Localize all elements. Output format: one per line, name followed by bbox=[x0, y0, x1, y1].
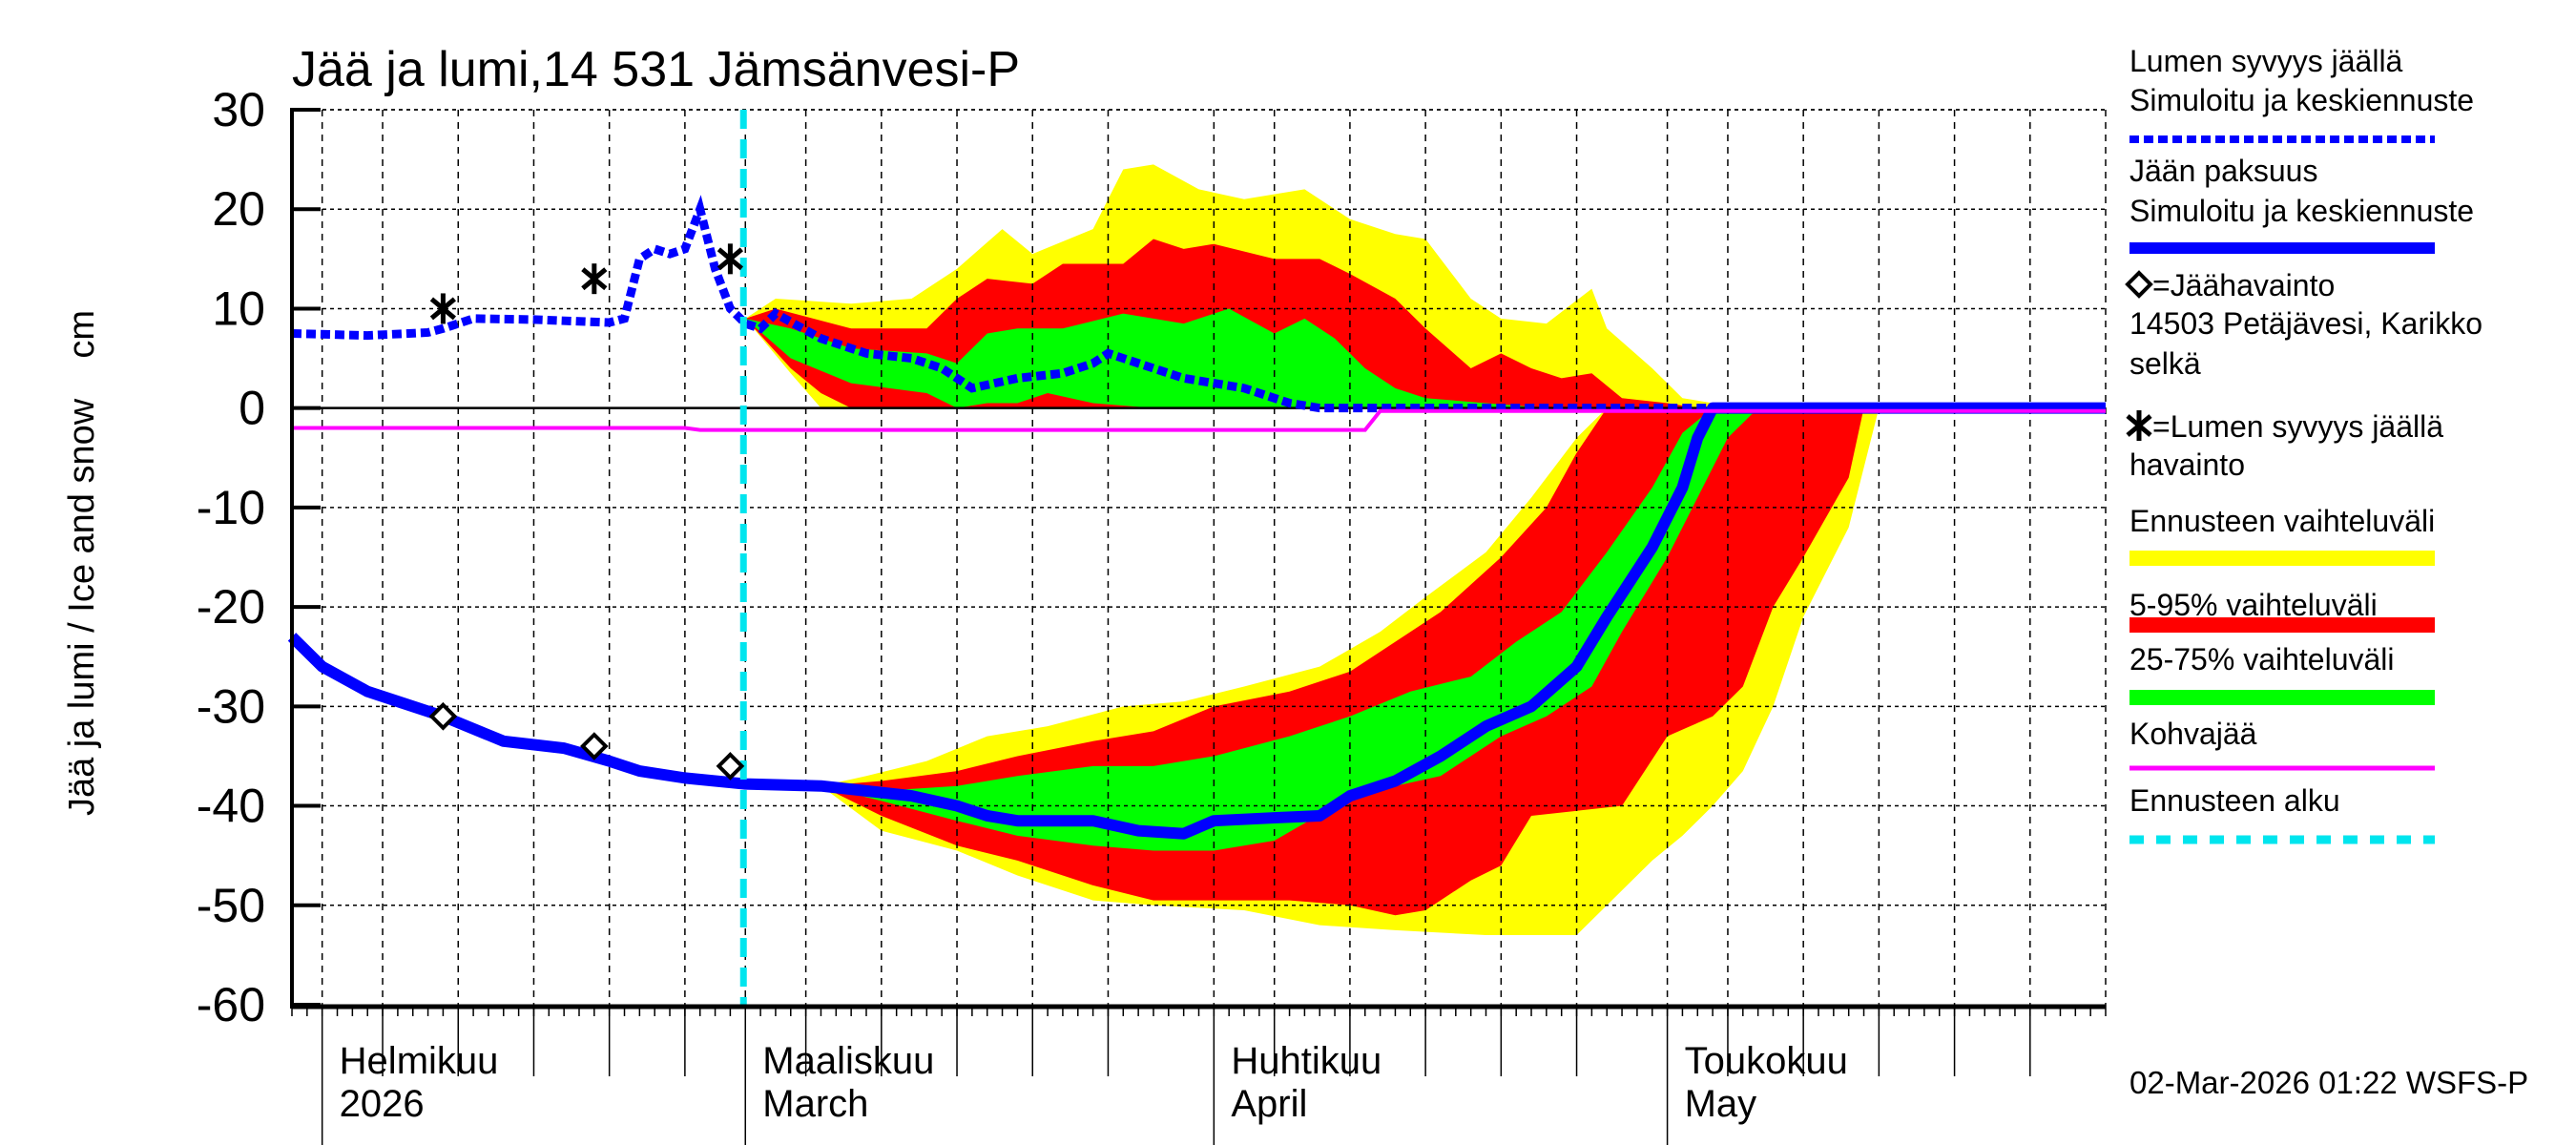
month-label: Helmikuu bbox=[340, 1040, 499, 1082]
legend-star-icon bbox=[2126, 410, 2152, 441]
y-tick-label: -10 bbox=[197, 481, 265, 534]
y-tick-label: 30 bbox=[212, 83, 265, 136]
legend-diamond-icon bbox=[2125, 270, 2153, 299]
y-tick-label: -40 bbox=[197, 780, 265, 833]
legend-item-range-full: Ennusteen vaihteluväli bbox=[2129, 504, 2435, 566]
legend-label: Ennusteen vaihteluväli bbox=[2129, 504, 2435, 538]
y-tick-label: -30 bbox=[197, 679, 265, 733]
month-label: Maaliskuu bbox=[762, 1040, 934, 1082]
kohvajaa-line bbox=[292, 408, 2106, 432]
y-tick-label: 20 bbox=[212, 182, 265, 236]
legend: Lumen syvyys jäällä Simuloitu ja keskienn… bbox=[2125, 44, 2483, 844]
legend-item-ice: Jään paksuus Simuloitu ja keskiennuste bbox=[2129, 154, 2474, 254]
legend-label: selkä bbox=[2129, 346, 2201, 381]
legend-item-range-5_95: 5-95% vaihteluväli bbox=[2129, 588, 2435, 633]
legend-swatch bbox=[2129, 690, 2435, 705]
series-lines bbox=[287, 110, 2106, 1005]
month-sublabel: 2026 bbox=[340, 1083, 425, 1125]
legend-swatch bbox=[2129, 551, 2435, 566]
observation-markers bbox=[428, 243, 745, 781]
forecast-range-bands bbox=[745, 164, 1880, 936]
month-sublabel: April bbox=[1231, 1083, 1307, 1125]
y-tick-label: 0 bbox=[239, 382, 265, 435]
snow-observation-marker bbox=[429, 293, 457, 324]
legend-item-range-25_75: 25-75% vaihteluväli bbox=[2129, 642, 2435, 705]
ice-range-25-75-band bbox=[821, 407, 1758, 851]
y-tick-label: -60 bbox=[197, 978, 265, 1031]
star-stroke bbox=[581, 267, 608, 291]
y-tick-label: -50 bbox=[197, 879, 265, 932]
y-axis-label: Jää ja lumi / Ice and snow cm bbox=[62, 310, 102, 816]
ice-observation-marker bbox=[716, 752, 745, 781]
legend-label: =Jäähavainto bbox=[2152, 268, 2335, 302]
month-label: Huhtikuu bbox=[1231, 1040, 1381, 1082]
legend-label: Lumen syvyys jäällä bbox=[2129, 44, 2403, 78]
month-label: Toukokuu bbox=[1685, 1040, 1848, 1082]
chart-title: Jää ja lumi,14 531 Jämsänvesi-P bbox=[292, 42, 1020, 97]
ice-line bbox=[287, 402, 2106, 840]
footer-timestamp: 02-Mar-2026 01:22 WSFS-P bbox=[2129, 1065, 2528, 1100]
legend-label: 25-75% vaihteluväli bbox=[2129, 642, 2395, 677]
y-tick-label: -20 bbox=[197, 580, 265, 634]
snow-observation-marker bbox=[581, 263, 608, 295]
snow-observation-marker bbox=[717, 243, 744, 275]
legend-label: 14503 Petäjävesi, Karikko bbox=[2129, 306, 2483, 341]
legend-item-ice-obs: =Jäähavainto 14503 Petäjävesi, Karikko sel… bbox=[2125, 268, 2483, 381]
star-stroke bbox=[717, 247, 744, 271]
legend-label: Simuloitu ja keskiennuste bbox=[2129, 194, 2474, 228]
legend-label: 5-95% vaihteluväli bbox=[2129, 588, 2378, 622]
star-stroke bbox=[429, 297, 457, 321]
y-tick-label: 10 bbox=[212, 281, 265, 335]
legend-item-snow: Lumen syvyys jäällä Simuloitu ja keskienn… bbox=[2129, 44, 2474, 143]
legend-label: Kohvajää bbox=[2129, 717, 2257, 751]
legend-label: havainto bbox=[2129, 448, 2245, 482]
legend-item-kohvajaa: Kohvajää bbox=[2129, 717, 2435, 771]
legend-item-forecast-start: Ennusteen alku bbox=[2129, 783, 2435, 844]
month-sublabel: March bbox=[762, 1083, 868, 1125]
legend-label: Jään paksuus bbox=[2129, 154, 2317, 188]
grid bbox=[292, 109, 2107, 1005]
month-sublabel: May bbox=[1685, 1083, 1757, 1125]
star-stroke bbox=[2126, 414, 2152, 437]
snow-range-25-75-band bbox=[745, 308, 1547, 408]
ice-observation-marker bbox=[580, 732, 609, 760]
legend-item-snow-obs: =Lumen syvyys jäällä havainto bbox=[2126, 409, 2443, 482]
legend-label: Ennusteen alku bbox=[2129, 783, 2340, 818]
legend-label: Simuloitu ja keskiennuste bbox=[2129, 83, 2474, 117]
legend-label: =Lumen syvyys jäällä bbox=[2152, 409, 2443, 444]
ice-observation-marker bbox=[428, 701, 458, 731]
legend-swatch bbox=[2129, 617, 2435, 633]
